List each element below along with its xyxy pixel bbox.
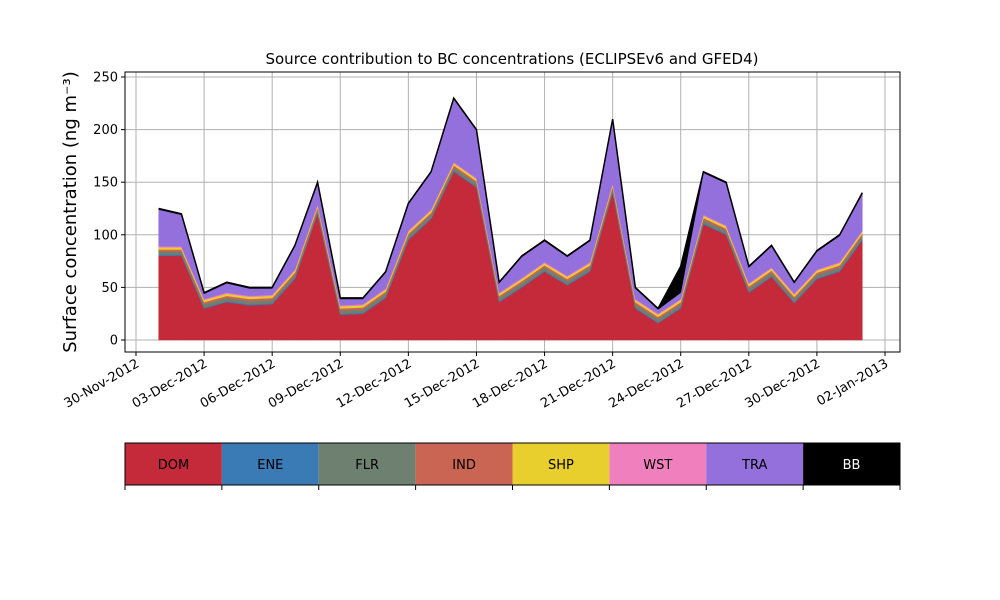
legend-frame <box>124 442 901 486</box>
x-tick-label: 02-Jan-2013 <box>814 356 891 409</box>
x-tick-label: 30-Dec-2012 <box>743 356 823 411</box>
legend-label: SHP <box>548 458 574 473</box>
legend-label: DOM <box>158 458 189 473</box>
legend-swatch <box>221 443 319 485</box>
y-tick-label: 50 <box>101 281 118 296</box>
legend-label: WST <box>643 458 672 473</box>
legend-swatch <box>415 443 513 485</box>
legend-swatch <box>512 443 610 485</box>
x-tick-label: 21-Dec-2012 <box>538 356 618 411</box>
x-tick-label: 15-Dec-2012 <box>402 356 482 411</box>
y-axis-label: Surface concentration (ng m⁻³) <box>60 71 81 353</box>
legend-label: ENE <box>257 458 283 473</box>
total-line <box>158 96 863 310</box>
x-tick-label: 06-Dec-2012 <box>198 356 278 411</box>
chart-title: Source contribution to BC concentrations… <box>265 50 758 68</box>
y-tick-label: 200 <box>93 123 118 138</box>
x-tick-label: 24-Dec-2012 <box>606 356 686 411</box>
legend-label: TRA <box>741 458 767 473</box>
x-tick-label: 03-Dec-2012 <box>130 356 210 411</box>
legend-swatch <box>318 443 416 485</box>
legend-swatch <box>803 443 900 485</box>
y-tick-label: 150 <box>93 176 118 191</box>
y-tick-label: 0 <box>110 334 118 349</box>
x-tick-label: 09-Dec-2012 <box>266 356 346 411</box>
x-tick-label: 18-Dec-2012 <box>470 356 550 411</box>
y-tick-label: 250 <box>93 71 118 86</box>
x-tick-label: 27-Dec-2012 <box>674 356 754 411</box>
legend-label: BB <box>843 458 861 473</box>
legend-swatch <box>609 443 707 485</box>
x-tick-label: 30-Nov-2012 <box>62 356 142 411</box>
y-tick-label: 100 <box>93 228 118 243</box>
legend-swatch <box>706 443 804 485</box>
legend-swatch <box>125 443 222 485</box>
legend-label: FLR <box>355 458 379 473</box>
x-tick-label: 12-Dec-2012 <box>334 356 414 411</box>
legend-label: IND <box>452 458 476 473</box>
area <box>158 171 863 341</box>
plot-frame <box>124 71 901 353</box>
